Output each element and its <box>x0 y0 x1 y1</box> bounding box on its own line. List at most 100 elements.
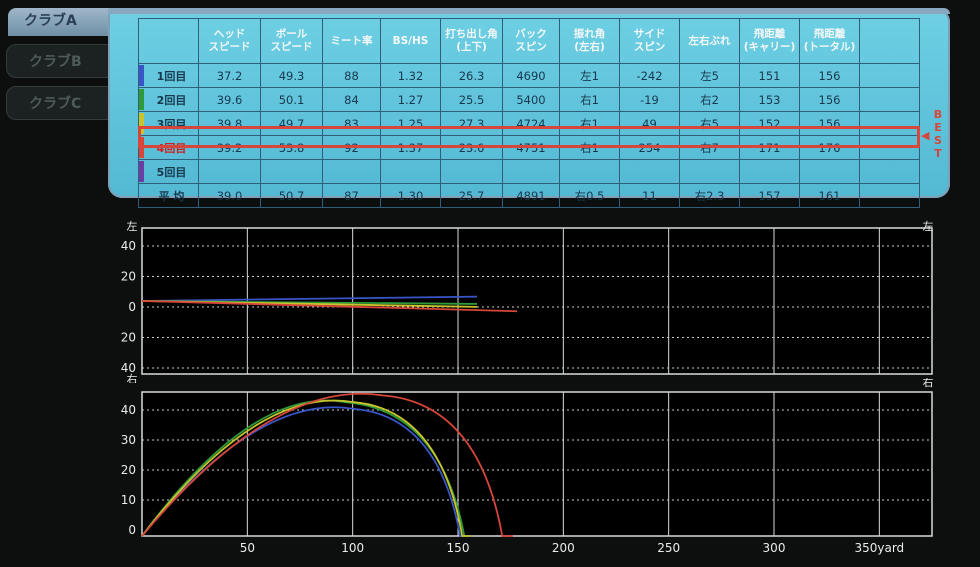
table-cell: 161 <box>799 183 860 208</box>
table-cell <box>198 159 261 184</box>
table-cell: 39.0 <box>198 183 261 208</box>
y-tick-label: 20 <box>121 331 136 345</box>
table-cell: 153 <box>739 87 800 112</box>
y-tick-label: 0 <box>128 300 136 314</box>
row-label: 4回目 <box>138 135 199 160</box>
table-cell: 37.2 <box>198 63 261 88</box>
table-cell <box>859 63 920 88</box>
table-cell: 176 <box>799 135 860 160</box>
corner-label: 左 <box>127 220 138 233</box>
header-cell <box>859 18 920 64</box>
row-label: 1回目 <box>138 63 199 88</box>
y-tick-label: 20 <box>121 270 136 284</box>
x-tick-label: 350yard <box>854 541 904 555</box>
table-row[interactable]: 5回目 <box>138 159 920 184</box>
tab-club-c[interactable]: クラブC <box>6 86 118 120</box>
table-cell: 左1 <box>559 63 620 88</box>
header-cell: 打ち出し角 (上下) <box>440 18 503 64</box>
table-cell <box>859 135 920 160</box>
x-tick-label: 300 <box>763 541 786 555</box>
table-cell: 1.32 <box>380 63 441 88</box>
table-row[interactable]: 2回目 39.6 50.1 84 1.27 25.5 5400 右1 -19 右2 153 156 <box>138 87 920 112</box>
y-tick-label: 10 <box>121 493 136 507</box>
series-color-swatch <box>139 161 144 182</box>
y-tick-label: 20 <box>121 463 136 477</box>
header-cell: BS/HS <box>380 18 441 64</box>
x-tick-label: 100 <box>341 541 364 555</box>
table-cell <box>739 159 800 184</box>
corner-label: 右 <box>923 378 934 389</box>
table-cell: 25.7 <box>440 183 503 208</box>
table-cell: 4891 <box>502 183 560 208</box>
table-cell: 11 <box>619 183 680 208</box>
x-tick-label: 50 <box>240 541 255 555</box>
table-cell <box>859 111 920 136</box>
x-tick-label: 250 <box>657 541 680 555</box>
table-header-row: ヘッド スピード ボール スピード ミート率 BS/HS 打ち出し角 (上下) バック ス… <box>138 18 920 64</box>
row-label-text: 1回目 <box>156 69 187 83</box>
table-cell: 152 <box>739 111 800 136</box>
header-cell: 飛距離 (キャリー) <box>739 18 800 64</box>
header-cell <box>138 18 199 64</box>
table-cell: 49.7 <box>260 111 323 136</box>
row-label: 2回目 <box>138 87 199 112</box>
row-label: 5回目 <box>138 159 199 184</box>
header-cell: ボール スピード <box>260 18 323 64</box>
table-cell: 4751 <box>502 135 560 160</box>
table-cell: 1.27 <box>380 87 441 112</box>
table-cell: 151 <box>739 63 800 88</box>
y-tick-label: 0 <box>128 523 136 537</box>
table-cell: 1.37 <box>380 135 441 160</box>
table-cell <box>859 159 920 184</box>
table-cell: 39.8 <box>198 111 261 136</box>
table-cell: 25.5 <box>440 87 503 112</box>
table-cell: 53.8 <box>260 135 323 160</box>
table-row[interactable]: 平 均 39.0 50.7 87 1.30 25.7 4891 右0.5 11 右2.3 157 16… <box>138 183 920 208</box>
table-cell <box>859 183 920 208</box>
table-cell <box>619 159 680 184</box>
header-cell: バック スピン <box>502 18 560 64</box>
table-cell: 4690 <box>502 63 560 88</box>
table-cell: 87 <box>322 183 381 208</box>
table-cell: 39.6 <box>198 87 261 112</box>
dispersion-chart: 40 20 0 20 40 左右 左 <box>121 220 934 383</box>
table-cell: 4724 <box>502 111 560 136</box>
table-cell <box>679 159 740 184</box>
table-cell: 右1 <box>559 111 620 136</box>
series-color-swatch <box>139 137 144 158</box>
table-cell: -19 <box>619 87 680 112</box>
table-cell: 右1 <box>559 87 620 112</box>
row-label-text: 2回目 <box>156 93 187 107</box>
series-color-swatch <box>139 89 144 110</box>
table-cell <box>380 159 441 184</box>
y-tick-label: 30 <box>121 433 136 447</box>
table-cell <box>440 159 503 184</box>
table-cell: 右5 <box>679 111 740 136</box>
table-row[interactable]: 3回目 39.8 49.7 83 1.25 27.3 4724 右1 49 右5 152 156 <box>138 111 920 136</box>
table-cell <box>322 159 381 184</box>
tab-club-b[interactable]: クラブB <box>6 44 118 78</box>
header-cell: ヘッド スピード <box>198 18 261 64</box>
row-label: 平 均 <box>138 183 199 208</box>
x-tick-label: 200 <box>552 541 575 555</box>
table-cell: 右2 <box>679 87 740 112</box>
row-label-text: 3回目 <box>156 117 187 131</box>
series-color-swatch <box>139 65 144 86</box>
y-tick-label: 40 <box>121 239 136 253</box>
table-row[interactable]: 1回目 37.2 49.3 88 1.32 26.3 4690 左1 -242 左5 151 156 <box>138 63 920 88</box>
table-cell: 83 <box>322 111 381 136</box>
panel-header-bar <box>108 8 950 14</box>
header-cell: 振れ角 (左右) <box>559 18 620 64</box>
table-cell: 左5 <box>679 63 740 88</box>
table-cell: 157 <box>739 183 800 208</box>
table-cell: 50.1 <box>260 87 323 112</box>
table-cell: 右2.3 <box>679 183 740 208</box>
tab-club-a[interactable]: クラブA <box>8 8 118 36</box>
row-label-text: 平 均 <box>158 189 185 203</box>
table-row[interactable]: 4回目 39.2 53.8 92 1.37 23.6 4751 右1 254 右7 171 176 <box>138 135 920 160</box>
table-cell: 88 <box>322 63 381 88</box>
table-cell <box>260 159 323 184</box>
table-cell: 156 <box>799 87 860 112</box>
